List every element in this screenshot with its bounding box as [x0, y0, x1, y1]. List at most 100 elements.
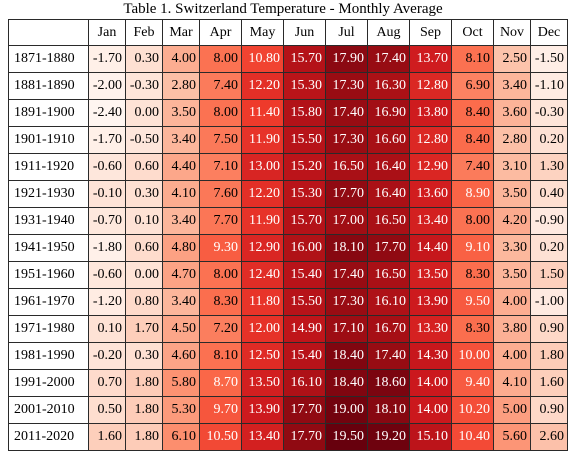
- temperature-cell: -0.50: [125, 126, 163, 154]
- temperature-cell: 16.50: [367, 207, 410, 235]
- temperature-cell: 4.00: [493, 342, 531, 370]
- temperature-cell: 10.80: [241, 45, 284, 73]
- temperature-cell: 16.50: [367, 261, 410, 289]
- temperature-cell: 18.10: [325, 234, 368, 262]
- row-label: 1881-1890: [8, 72, 89, 100]
- table-row: 1871-1880 -1.70 0.30 4.00 8.00 10.80 15.70 17.9…: [8, 45, 568, 73]
- temperature-cell: 3.30: [493, 234, 531, 262]
- temperature-cell: 1.50: [530, 261, 568, 289]
- temperature-cell: 16.40: [367, 153, 410, 181]
- temperature-cell: 13.30: [409, 315, 452, 343]
- temperature-cell: 3.40: [493, 72, 531, 100]
- temperature-cell: 2.80: [493, 126, 531, 154]
- temperature-cell: 14.30: [409, 342, 452, 370]
- temperature-cell: 4.80: [162, 234, 200, 262]
- temperature-cell: -1.00: [530, 288, 568, 316]
- temperature-cell: 3.50: [493, 261, 531, 289]
- temperature-cell: 7.10: [199, 153, 242, 181]
- temperature-cell: 17.30: [325, 126, 368, 154]
- temperature-cell: 3.40: [162, 207, 200, 235]
- temperature-cell: 19.00: [325, 396, 368, 424]
- temperature-cell: 13.40: [241, 423, 284, 451]
- temperature-cell: 12.50: [241, 342, 284, 370]
- temperature-table: Jan Feb Mar Apr May Jun Jul Aug Sep Oct …: [8, 19, 568, 451]
- temperature-cell: 14.00: [409, 369, 452, 397]
- temperature-cell: 16.50: [325, 153, 368, 181]
- temperature-cell: 1.80: [125, 396, 163, 424]
- temperature-cell: 4.10: [493, 369, 531, 397]
- temperature-cell: -1.80: [88, 234, 126, 262]
- temperature-cell: 16.30: [367, 72, 410, 100]
- temperature-cell: -1.10: [530, 72, 568, 100]
- temperature-cell: 1.60: [530, 369, 568, 397]
- table-header: Jan Feb Mar Apr May Jun Jul Aug Sep Oct …: [8, 19, 568, 46]
- temperature-cell: 18.40: [325, 342, 368, 370]
- temperature-cell: 6.10: [162, 423, 200, 451]
- temperature-cell: 15.30: [283, 180, 326, 208]
- temperature-cell: 0.20: [530, 234, 568, 262]
- temperature-cell: 6.90: [451, 72, 494, 100]
- temperature-cell: 12.80: [409, 72, 452, 100]
- row-label: 1951-1960: [8, 261, 89, 289]
- temperature-cell: 7.40: [199, 72, 242, 100]
- temperature-cell: 15.40: [283, 261, 326, 289]
- table-row: 1951-1960 -0.60 0.00 4.70 8.00 12.40 15.40 17.4…: [8, 261, 568, 289]
- temperature-cell: 13.50: [241, 369, 284, 397]
- temperature-cell: 1.80: [125, 369, 163, 397]
- temperature-cell: 4.00: [162, 45, 200, 73]
- temperature-cell: 11.80: [241, 288, 284, 316]
- temperature-cell: -1.50: [530, 45, 568, 73]
- temperature-cell: 3.60: [493, 99, 531, 127]
- temperature-cell: 8.00: [199, 45, 242, 73]
- temperature-cell: 0.60: [125, 234, 163, 262]
- temperature-cell: 3.40: [162, 288, 200, 316]
- temperature-cell: 16.70: [367, 315, 410, 343]
- temperature-cell: 7.40: [451, 153, 494, 181]
- table-row: 1891-1900 -2.40 0.00 3.50 8.00 11.40 15.80 17.4…: [8, 99, 568, 127]
- temperature-cell: 11.40: [241, 99, 284, 127]
- header-cell: Mar: [162, 19, 200, 46]
- temperature-cell: 16.60: [367, 126, 410, 154]
- temperature-cell: 3.40: [162, 126, 200, 154]
- temperature-cell: -0.30: [530, 99, 568, 127]
- temperature-cell: 17.70: [283, 423, 326, 451]
- temperature-cell: 18.10: [367, 396, 410, 424]
- table-row: 1941-1950 -1.80 0.60 4.80 9.30 12.90 16.00 18.1…: [8, 234, 568, 262]
- temperature-cell: 11.90: [241, 207, 284, 235]
- temperature-cell: 17.40: [367, 342, 410, 370]
- temperature-cell: 9.30: [199, 234, 242, 262]
- table-row: 1961-1970 -1.20 0.80 3.40 8.30 11.80 15.50 17.3…: [8, 288, 568, 316]
- table-row: 1911-1920 -0.60 0.60 4.40 7.10 13.00 15.20 16.5…: [8, 153, 568, 181]
- temperature-cell: 9.70: [199, 396, 242, 424]
- temperature-cell: 9.40: [451, 369, 494, 397]
- temperature-cell: 4.10: [162, 180, 200, 208]
- temperature-cell: 0.00: [125, 261, 163, 289]
- row-label: 1891-1900: [8, 99, 89, 127]
- temperature-cell: 2.50: [493, 45, 531, 73]
- temperature-cell: 15.70: [283, 45, 326, 73]
- temperature-cell: 8.10: [199, 342, 242, 370]
- temperature-cell: 13.40: [409, 207, 452, 235]
- header-cell: Oct: [451, 19, 494, 46]
- temperature-cell: 17.10: [325, 315, 368, 343]
- temperature-cell: 15.40: [283, 342, 326, 370]
- temperature-cell: 17.70: [283, 396, 326, 424]
- temperature-cell: 4.00: [493, 288, 531, 316]
- temperature-cell: -2.00: [88, 72, 126, 100]
- temperature-cell: 0.90: [530, 315, 568, 343]
- temperature-cell: 17.70: [325, 180, 368, 208]
- temperature-cell: 5.80: [162, 369, 200, 397]
- temperature-cell: 17.90: [325, 45, 368, 73]
- temperature-cell: 1.30: [530, 153, 568, 181]
- temperature-cell: 1.80: [530, 342, 568, 370]
- temperature-cell: 10.50: [199, 423, 242, 451]
- temperature-cell: 2.60: [530, 423, 568, 451]
- temperature-cell: 17.40: [325, 99, 368, 127]
- temperature-cell: -2.40: [88, 99, 126, 127]
- temperature-cell: 13.60: [409, 180, 452, 208]
- temperature-cell: 5.00: [493, 396, 531, 424]
- temperature-cell: 12.90: [409, 153, 452, 181]
- temperature-cell: 4.50: [162, 315, 200, 343]
- temperature-cell: 14.90: [283, 315, 326, 343]
- temperature-cell: 12.20: [241, 180, 284, 208]
